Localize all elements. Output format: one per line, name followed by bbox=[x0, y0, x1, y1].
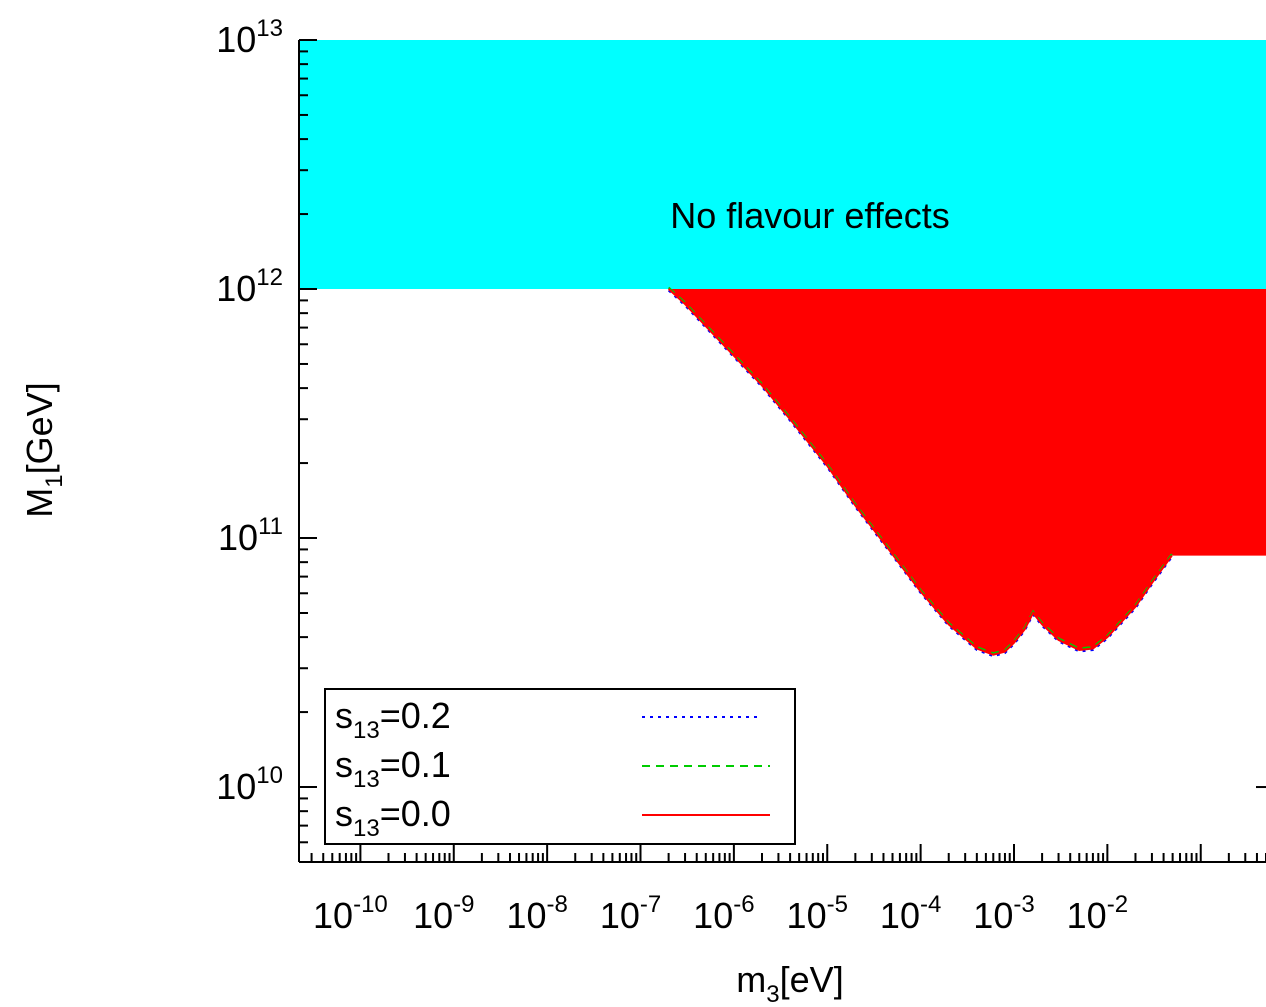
x-tick-label-1: 10-9 bbox=[413, 891, 474, 936]
x-tick-label-0: 10-10 bbox=[313, 891, 388, 936]
x-tick-label-exp: -9 bbox=[453, 891, 474, 918]
y-tick-label-base: 10 bbox=[216, 766, 256, 807]
series-line-0 bbox=[667, 289, 1173, 658]
x-tick-label-exp: -8 bbox=[546, 891, 567, 918]
series-line-1 bbox=[667, 286, 1173, 655]
x-tick-label-base: 10 bbox=[693, 895, 733, 936]
y-axis-title-main: M bbox=[19, 488, 60, 518]
x-tick-label-exp: -7 bbox=[640, 891, 661, 918]
y-tick-label-base: 10 bbox=[216, 268, 256, 309]
x-tick-label-exp: -5 bbox=[827, 891, 848, 918]
y-tick-label-exp: 11 bbox=[258, 513, 283, 540]
x-tick-label-6: 10-4 bbox=[880, 891, 941, 936]
legend: s13=0.2 s13=0.1 s13=0.0 bbox=[324, 688, 796, 845]
region-0 bbox=[299, 40, 1266, 290]
x-tick-label-base: 10 bbox=[880, 895, 920, 936]
x-tick-label-base: 10 bbox=[313, 895, 353, 936]
y-tick-label-exp: 12 bbox=[256, 264, 283, 291]
legend-label-1-rest: =0.1 bbox=[380, 744, 451, 785]
y-tick-label-exp: 13 bbox=[256, 15, 283, 42]
series-line-2 bbox=[667, 288, 1173, 656]
x-tick-label-8: 10-2 bbox=[1067, 891, 1128, 936]
legend-label-0-sub: 13 bbox=[353, 717, 380, 744]
x-axis-title-rest: [eV] bbox=[780, 959, 844, 1000]
legend-entry-0: s13=0.2 bbox=[335, 695, 451, 744]
x-tick-label-base: 10 bbox=[413, 895, 453, 936]
ticks-layer bbox=[299, 39, 1266, 863]
y-tick-label-0: 1010 bbox=[216, 762, 283, 807]
region-annotation: No flavour effects bbox=[670, 195, 949, 236]
x-axis-title-sub: 3 bbox=[766, 981, 779, 1007]
tick-labels-layer: 10-10 10-9 10-8 10-7 10-6 10-5 10-4 10-3 10-2101… bbox=[216, 15, 1128, 936]
x-tick-label-base: 10 bbox=[506, 895, 546, 936]
legend-label-1-sub: 13 bbox=[353, 766, 380, 793]
y-tick-label-base: 10 bbox=[218, 517, 258, 558]
legend-label-2-main: s bbox=[335, 793, 353, 834]
x-axis-title-main: m bbox=[736, 959, 766, 1000]
fill-layer bbox=[668, 289, 1266, 655]
y-tick-label-3: 1013 bbox=[216, 15, 283, 60]
x-tick-label-5: 10-5 bbox=[787, 891, 848, 936]
x-tick-label-base: 10 bbox=[973, 895, 1013, 936]
y-tick-label-base: 10 bbox=[216, 19, 256, 60]
y-axis-title-rest: [GeV] bbox=[19, 382, 60, 474]
x-axis-title: m3[eV] bbox=[736, 959, 843, 1007]
x-tick-label-exp: -4 bbox=[920, 891, 941, 918]
x-tick-label-exp: -6 bbox=[733, 891, 754, 918]
legend-entry-1: s13=0.1 bbox=[335, 744, 451, 793]
lines-layer bbox=[667, 286, 1173, 658]
legend-label-2-rest: =0.0 bbox=[380, 793, 451, 834]
y-tick-label-1: 1011 bbox=[218, 513, 283, 558]
axes-layer bbox=[298, 40, 1266, 863]
x-tick-label-base: 10 bbox=[600, 895, 640, 936]
x-tick-label-exp: -3 bbox=[1013, 891, 1034, 918]
x-tick-label-exp: -10 bbox=[353, 891, 388, 918]
x-tick-label-7: 10-3 bbox=[973, 891, 1034, 936]
x-tick-label-2: 10-8 bbox=[506, 891, 567, 936]
x-tick-label-base: 10 bbox=[1067, 895, 1107, 936]
legend-label-2-sub: 13 bbox=[353, 815, 380, 842]
legend-label-1-main: s bbox=[335, 744, 353, 785]
x-tick-label-base: 10 bbox=[787, 895, 827, 936]
legend-entry-2: s13=0.0 bbox=[335, 793, 451, 842]
y-axis-title: M1[GeV] bbox=[19, 382, 68, 517]
legend-label-0-rest: =0.2 bbox=[380, 695, 451, 736]
y-tick-label-2: 1012 bbox=[216, 264, 283, 309]
x-tick-label-3: 10-7 bbox=[600, 891, 661, 936]
legend-label-0-main: s bbox=[335, 695, 353, 736]
regions-layer bbox=[299, 40, 1266, 290]
x-tick-label-exp: -2 bbox=[1107, 891, 1128, 918]
y-tick-label-exp: 10 bbox=[256, 762, 283, 789]
y-axis-title-sub: 1 bbox=[41, 474, 68, 487]
excluded-area bbox=[668, 289, 1266, 655]
x-tick-label-4: 10-6 bbox=[693, 891, 754, 936]
